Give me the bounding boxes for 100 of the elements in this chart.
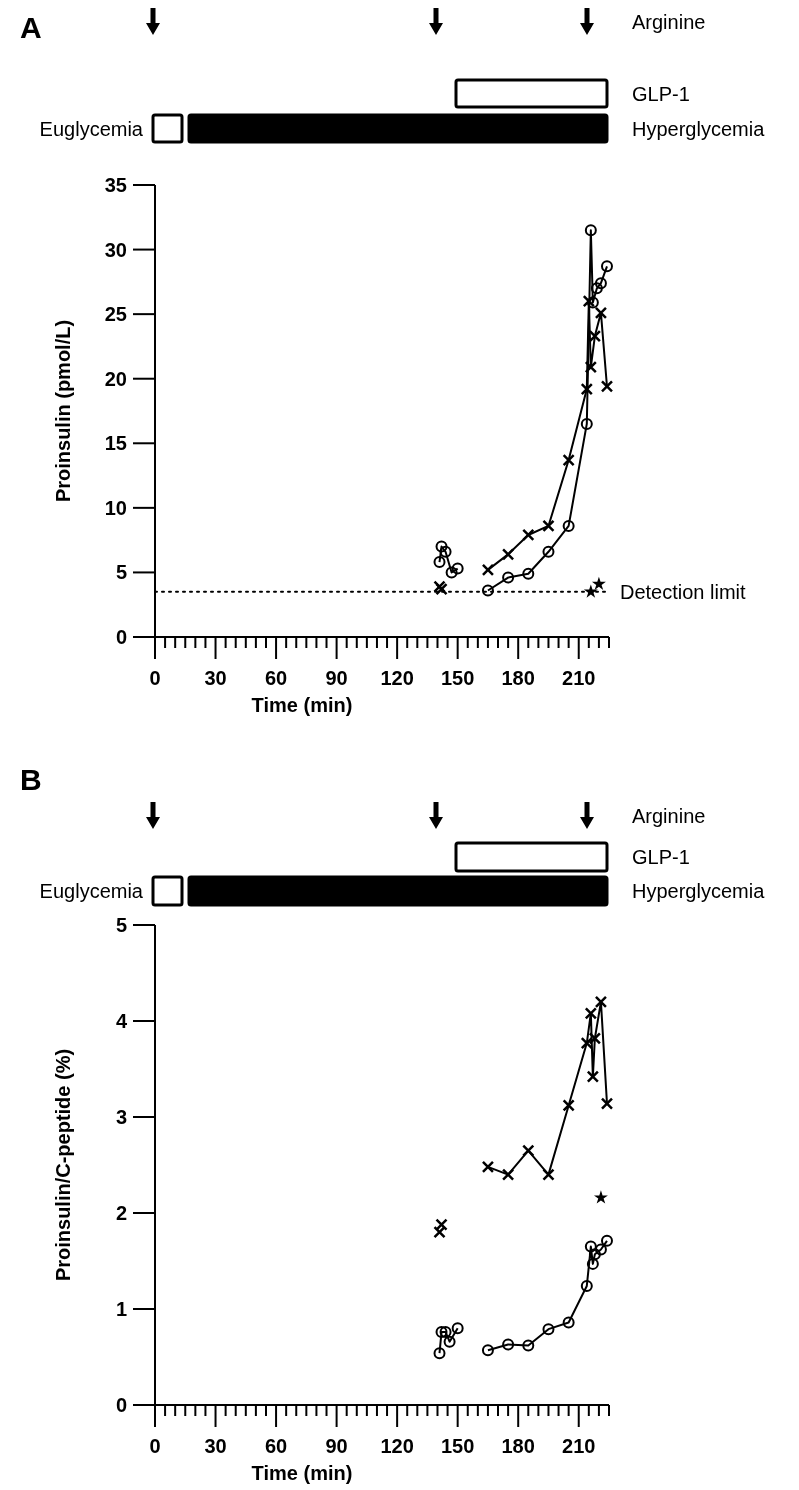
y-tick-label: 0	[115, 626, 127, 648]
point	[542, 1323, 555, 1336]
point	[588, 1032, 602, 1045]
point	[562, 1099, 575, 1112]
x-tick-label: 120	[380, 667, 414, 689]
point	[433, 1347, 446, 1360]
point	[580, 1279, 593, 1292]
point	[481, 563, 495, 577]
point	[584, 1240, 597, 1253]
x-tick-label: 60	[264, 1435, 288, 1457]
point	[600, 260, 613, 273]
point	[584, 360, 598, 374]
x-tick-label: 150	[440, 1435, 475, 1457]
point	[522, 1339, 535, 1352]
text: Euglycemia	[39, 880, 144, 902]
x-tick-label: 90	[325, 667, 348, 689]
text: Hyperglycemia	[632, 117, 766, 140]
y-tick-label: 25	[104, 303, 127, 326]
y-tick-label: 5	[115, 561, 127, 584]
point	[522, 528, 535, 542]
x-tick-label: 120	[380, 1435, 414, 1457]
text: GLP-1	[632, 846, 690, 868]
point	[439, 1326, 452, 1339]
point	[600, 1234, 613, 1247]
point	[584, 224, 597, 237]
point	[562, 453, 575, 467]
point	[445, 566, 458, 579]
point	[443, 1335, 456, 1348]
point	[451, 562, 464, 575]
point	[591, 576, 606, 590]
point	[433, 556, 446, 569]
y-tick-label: 10	[104, 496, 127, 519]
x-tick-label: 0	[149, 667, 161, 689]
point	[562, 1316, 575, 1329]
x-tick-label: 180	[501, 1435, 535, 1457]
point	[580, 417, 593, 430]
y-tick-label: 3	[115, 1106, 127, 1128]
x-tick-label: 30	[204, 667, 227, 689]
point	[586, 296, 599, 309]
point	[433, 1225, 446, 1239]
point	[562, 519, 575, 532]
y-tick-label: 0	[115, 1394, 127, 1416]
point	[594, 277, 607, 290]
point	[586, 1070, 600, 1083]
point	[501, 548, 515, 561]
point	[542, 519, 555, 533]
x-tick-label: 210	[562, 667, 596, 689]
text: Hyperglycemia	[632, 880, 766, 902]
chart-title: A	[20, 11, 42, 44]
point	[594, 995, 608, 1009]
point	[481, 1344, 494, 1357]
point	[580, 1036, 594, 1050]
y-tick-label: 2	[115, 1202, 127, 1224]
text: Euglycemia	[39, 117, 144, 140]
point	[600, 380, 614, 393]
point	[502, 1338, 515, 1351]
x-tick-label: 210	[562, 1435, 596, 1457]
point	[593, 1190, 608, 1204]
point	[522, 567, 535, 580]
x-tick-label: 30	[204, 1435, 227, 1457]
x-axis-title: Time (min)	[251, 694, 353, 716]
x-tick-label: 0	[149, 1435, 161, 1457]
y-tick-label: 30	[104, 238, 127, 261]
point	[588, 329, 602, 343]
x-tick-label: 180	[501, 667, 535, 689]
point	[439, 545, 452, 558]
text: GLP-1	[632, 82, 690, 105]
point	[590, 282, 603, 295]
point	[451, 1322, 464, 1335]
y-tick-label: 15	[104, 432, 127, 455]
point	[435, 1326, 448, 1339]
point	[435, 1218, 448, 1231]
point	[501, 1168, 515, 1181]
x-tick-label: 150	[440, 667, 475, 689]
point	[435, 540, 448, 553]
point	[502, 571, 515, 584]
point	[542, 1168, 555, 1181]
point	[584, 1007, 598, 1020]
point	[586, 1257, 599, 1270]
y-tick-label: 1	[115, 1298, 127, 1320]
point	[542, 545, 555, 558]
point	[481, 584, 494, 597]
x-tick-label: 90	[325, 1435, 348, 1457]
y-tick-label: 4	[115, 1010, 128, 1032]
text: Arginine	[632, 805, 706, 827]
point	[594, 1243, 607, 1256]
y-tick-label: 5	[115, 914, 127, 936]
y-axis-title: Proinsulin/C-peptide (%)	[52, 1048, 74, 1282]
y-axis-title: Proinsulin (pmol/L)	[52, 319, 74, 503]
ref-line-label: Detection limit	[620, 580, 747, 603]
x-axis-title: Time (min)	[251, 1462, 353, 1484]
y-tick-label: 20	[104, 367, 127, 390]
point	[522, 1144, 535, 1157]
point	[594, 306, 608, 320]
point	[481, 1160, 495, 1174]
chart-title: B	[20, 763, 42, 796]
y-tick-label: 35	[104, 174, 127, 196]
x-tick-label: 60	[264, 667, 288, 689]
point	[600, 1097, 614, 1110]
text: Arginine	[632, 11, 706, 33]
